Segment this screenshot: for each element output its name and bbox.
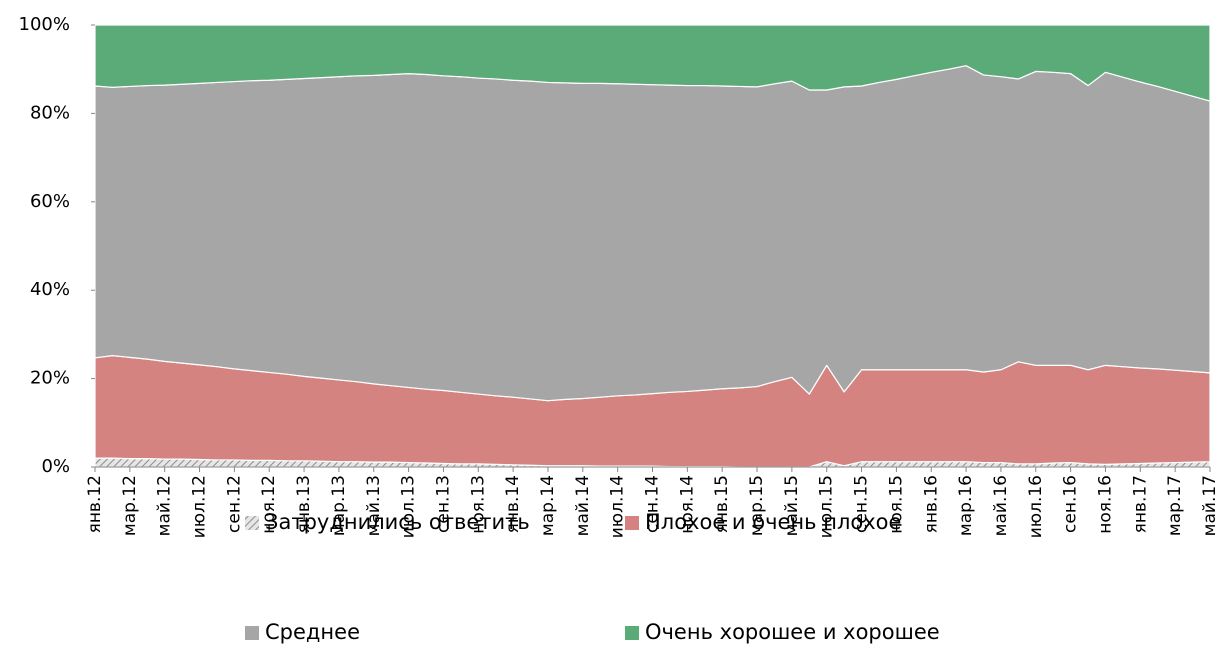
x-tick-label: май.13 xyxy=(364,475,384,536)
x-tick-label: сен.12 xyxy=(224,475,244,533)
y-tick-label: 40% xyxy=(30,279,70,300)
x-tick-label: ноя.14 xyxy=(677,475,697,534)
x-tick-label: янв.12 xyxy=(85,475,105,533)
area xyxy=(94,24,1211,102)
x-tick-label: сен.13 xyxy=(433,475,453,533)
x-tick-label: сен.15 xyxy=(852,475,872,533)
y-tick-label: 60% xyxy=(30,191,70,212)
x-tick-label: янв.13 xyxy=(294,475,314,533)
x-tick-label: мар.16 xyxy=(956,475,976,536)
x-tick-label: мар.12 xyxy=(120,475,140,536)
x-tick-label: сен.14 xyxy=(643,475,663,533)
x-tick-label: мар.14 xyxy=(538,475,558,536)
x-tick-label: июл.14 xyxy=(608,475,628,538)
x-tick-label: июл.13 xyxy=(399,475,419,538)
x-tick-label: июл.16 xyxy=(1026,475,1046,538)
x-tick-label: ноя.12 xyxy=(259,475,279,534)
legend-swatch xyxy=(625,516,639,530)
x-tick-label: май.15 xyxy=(782,475,802,536)
legend-swatch xyxy=(245,626,259,640)
x-tick-label: янв.15 xyxy=(712,475,732,533)
x-tick-label: май.17 xyxy=(1200,475,1220,536)
y-tick-label: 100% xyxy=(19,14,70,35)
y-tick-label: 20% xyxy=(30,368,70,389)
x-tick-label: янв.16 xyxy=(921,475,941,533)
x-tick-label: сен.16 xyxy=(1061,475,1081,533)
x-tick-label: июл.15 xyxy=(817,475,837,538)
x-tick-label: мар.13 xyxy=(329,475,349,536)
x-tick-label: мар.15 xyxy=(747,475,767,536)
legend-swatch xyxy=(625,626,639,640)
x-tick-label: май.12 xyxy=(155,475,175,536)
legend-label: Среднее xyxy=(265,620,360,644)
legend-swatch xyxy=(245,516,259,530)
legend-label: Очень хорошее и хорошее xyxy=(645,620,940,644)
legend-label: Плохое и очень плохое xyxy=(645,510,901,534)
x-tick-label: ноя.15 xyxy=(886,475,906,534)
x-tick-label: ноя.16 xyxy=(1095,475,1115,534)
y-tick-label: 0% xyxy=(41,456,70,477)
x-tick-label: янв.14 xyxy=(503,475,523,533)
y-tick-label: 80% xyxy=(30,102,70,123)
x-tick-label: ноя.13 xyxy=(468,475,488,534)
x-tick-label: май.14 xyxy=(573,475,593,536)
x-tick-label: янв.17 xyxy=(1130,475,1150,533)
x-tick-label: июл.12 xyxy=(190,475,210,538)
x-tick-label: мар.17 xyxy=(1165,475,1185,536)
x-tick-label: май.16 xyxy=(991,475,1011,536)
area xyxy=(94,65,1211,402)
legend-label: Затруднились ответить xyxy=(265,510,530,534)
